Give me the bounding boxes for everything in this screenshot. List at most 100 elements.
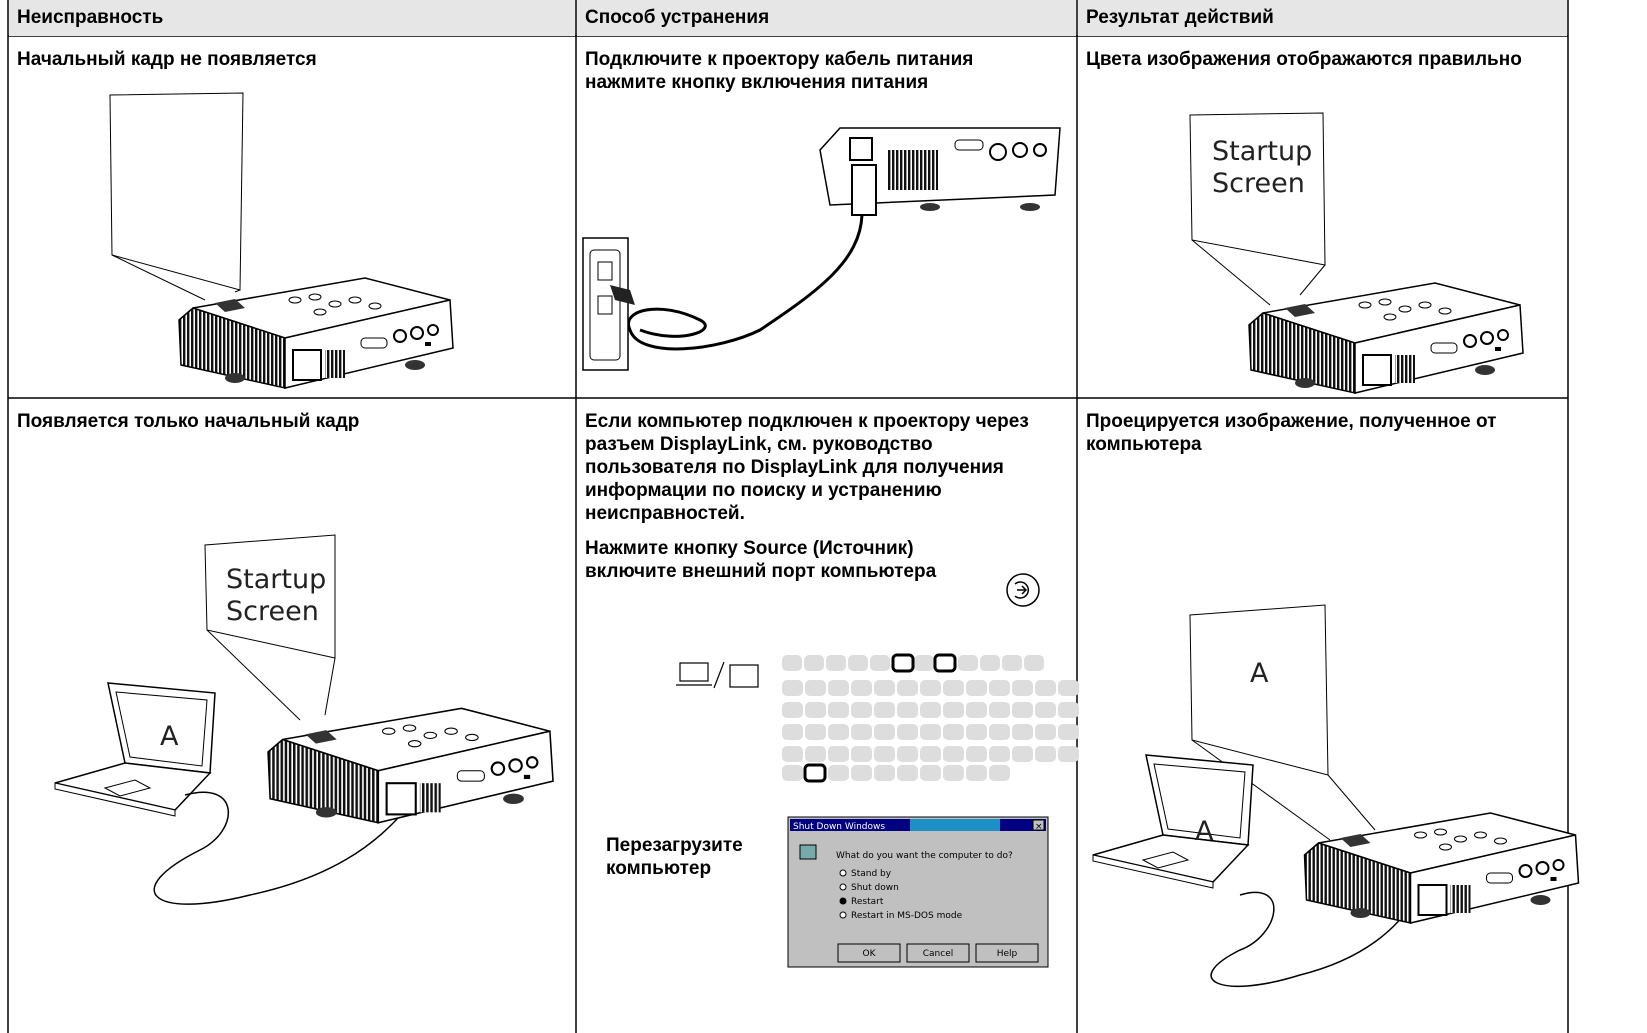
- dialog-title: Shut Down Windows: [793, 822, 885, 832]
- computer-image-illustration: A A: [1092, 604, 1580, 987]
- key: [966, 680, 987, 696]
- key: [1035, 702, 1056, 718]
- key: [943, 702, 964, 718]
- key: [920, 746, 941, 762]
- highlighted-key: [891, 653, 915, 673]
- dialog-option[interactable]: Restart: [851, 897, 884, 907]
- key: [828, 680, 849, 696]
- laptop-startup-illustration: Startup Screen A: [54, 534, 555, 905]
- key: [805, 746, 826, 762]
- screen-text: Startup: [1212, 136, 1312, 167]
- key: [782, 655, 802, 671]
- screen-text: A: [1250, 658, 1269, 689]
- key: [966, 765, 987, 781]
- screen-text: Screen: [226, 596, 319, 627]
- laptop-screen-text: A: [160, 721, 179, 752]
- key: [874, 765, 895, 781]
- key: [826, 655, 846, 671]
- key: [874, 724, 895, 740]
- header-cell: Способ устранения: [577, 0, 1076, 36]
- dialog-options: Stand by Shut down Restart Restart in MS…: [839, 869, 963, 921]
- key: [874, 746, 895, 762]
- key: [874, 680, 895, 696]
- dialog-close[interactable]: ×: [1035, 822, 1043, 832]
- power-cable-illustration: [582, 127, 1061, 371]
- header-cell: Неисправность: [9, 0, 575, 36]
- key: [1012, 680, 1033, 696]
- key: [782, 746, 803, 762]
- dialog-button[interactable]: Help: [997, 949, 1018, 959]
- key: [989, 746, 1010, 762]
- key: [828, 765, 849, 781]
- problem: Появляется только начальный кадр: [17, 411, 360, 432]
- key: [920, 702, 941, 718]
- dialog-option[interactable]: Shut down: [851, 883, 899, 893]
- solution-paragraph: Перезагрузите компьютер: [606, 835, 743, 879]
- highlighted-key: [933, 653, 957, 673]
- key: [1058, 702, 1079, 718]
- key: [1035, 724, 1056, 740]
- key: [805, 702, 826, 718]
- key: [1058, 746, 1079, 762]
- key: [848, 655, 868, 671]
- solution-paragraph: Если компьютер подключен к проектору чер…: [585, 411, 1029, 524]
- key: [782, 765, 803, 781]
- key: [966, 746, 987, 762]
- result: Цвета изображения отображаются правильно: [1086, 49, 1522, 70]
- key: [851, 724, 872, 740]
- solution: Если компьютер подключен к проектору чер…: [577, 404, 1057, 601]
- key: [1002, 655, 1022, 671]
- key: [782, 724, 803, 740]
- key: [989, 765, 1010, 781]
- key: [851, 765, 872, 781]
- key: [914, 655, 934, 671]
- key: [966, 702, 987, 718]
- key: [805, 724, 826, 740]
- dialog-button[interactable]: Cancel: [923, 949, 954, 959]
- key: [851, 680, 872, 696]
- key: [1012, 746, 1033, 762]
- shutdown-dialog: Shut Down Windows × What do you want the…: [787, 816, 1049, 968]
- dialog-option[interactable]: Stand by: [851, 869, 892, 879]
- solution: Подключите к проектору кабель питания на…: [585, 49, 974, 93]
- dialog-question: What do you want the computer to do?: [836, 851, 1013, 861]
- dialog-option[interactable]: Restart in MS-DOS mode: [851, 911, 963, 921]
- table-grid: [7, 0, 1569, 1033]
- key: [989, 702, 1010, 718]
- key: [943, 746, 964, 762]
- key: [897, 680, 918, 696]
- key: [897, 724, 918, 740]
- key: [1035, 680, 1056, 696]
- highlighted-key: [803, 763, 827, 783]
- key: [897, 702, 918, 718]
- key: [828, 746, 849, 762]
- laptop-screen-text: A: [1195, 816, 1214, 847]
- key: [1012, 702, 1033, 718]
- key: [897, 746, 918, 762]
- key: [989, 724, 1010, 740]
- dialog-button[interactable]: OK: [863, 949, 877, 959]
- key: [920, 680, 941, 696]
- key: [920, 765, 941, 781]
- key: [805, 680, 826, 696]
- key: [897, 765, 918, 781]
- key: [874, 702, 895, 718]
- key: [870, 655, 890, 671]
- key: [804, 655, 824, 671]
- key: [920, 724, 941, 740]
- key: [943, 724, 964, 740]
- key: [1058, 724, 1079, 740]
- screen-text: Startup: [226, 564, 326, 595]
- header-cell: Результат действий: [1078, 0, 1567, 36]
- key: [943, 680, 964, 696]
- result: Проецируется изображение, полученное от …: [1086, 411, 1497, 455]
- key: [958, 655, 978, 671]
- key: [980, 655, 1000, 671]
- key: [966, 724, 987, 740]
- blank-screen-illustration: [109, 92, 454, 389]
- startup-screen-illustration: Startup Screen: [1189, 112, 1524, 394]
- key: [851, 702, 872, 718]
- key: [1012, 724, 1033, 740]
- key: [989, 680, 1010, 696]
